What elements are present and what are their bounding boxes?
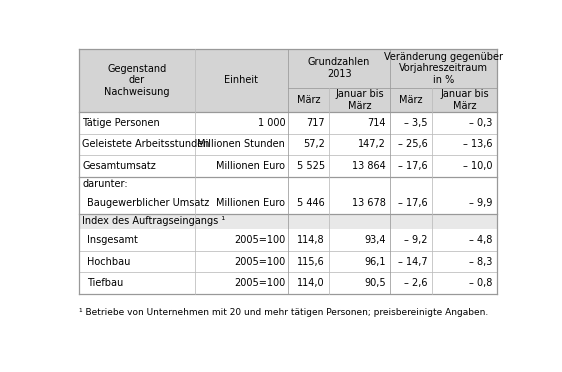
Bar: [79, 229, 497, 251]
Text: 2005=100: 2005=100: [234, 278, 285, 288]
Text: Gegenstand
der
Nachweisung: Gegenstand der Nachweisung: [104, 64, 170, 97]
Bar: [79, 49, 497, 87]
Text: Millionen Euro: Millionen Euro: [216, 198, 285, 208]
Bar: [79, 134, 497, 155]
Text: Veränderung gegenüber
Vorjahreszeitraum
in %: Veränderung gegenüber Vorjahreszeitraum …: [384, 52, 503, 85]
Text: – 17,6: – 17,6: [398, 161, 427, 171]
Text: 96,1: 96,1: [365, 257, 386, 266]
Text: 1 000: 1 000: [257, 118, 285, 128]
Text: Grundzahlen
2013: Grundzahlen 2013: [308, 57, 370, 79]
Text: Index des Auftragseingangs ¹: Index des Auftragseingangs ¹: [82, 217, 225, 227]
Text: – 2,6: – 2,6: [404, 278, 427, 288]
Bar: [79, 112, 497, 134]
Text: – 4,8: – 4,8: [469, 235, 493, 245]
Text: 147,2: 147,2: [358, 139, 386, 149]
Text: – 17,6: – 17,6: [398, 198, 427, 208]
Text: darunter:: darunter:: [82, 179, 128, 189]
Text: Hochbau: Hochbau: [87, 257, 130, 266]
Text: – 0,3: – 0,3: [469, 118, 493, 128]
Text: Gesamtumsatz: Gesamtumsatz: [82, 161, 156, 171]
Text: Millionen Euro: Millionen Euro: [216, 161, 285, 171]
Bar: [79, 251, 497, 272]
Bar: [79, 87, 497, 112]
Text: – 14,7: – 14,7: [398, 257, 427, 266]
Text: 13 678: 13 678: [352, 198, 386, 208]
Text: – 25,6: – 25,6: [397, 139, 427, 149]
Text: – 8,3: – 8,3: [469, 257, 493, 266]
Text: 717: 717: [306, 118, 325, 128]
Text: 90,5: 90,5: [364, 278, 386, 288]
Text: Januar bis
März: Januar bis März: [440, 89, 489, 110]
Text: – 10,0: – 10,0: [463, 161, 493, 171]
Text: März: März: [297, 95, 320, 105]
Text: – 9,9: – 9,9: [469, 198, 493, 208]
Text: ¹ Betriebe von Unternehmen mit 20 und mehr tätigen Personen; preisbereinigte Ang: ¹ Betriebe von Unternehmen mit 20 und me…: [79, 308, 488, 317]
Bar: [79, 272, 497, 294]
Text: 5 525: 5 525: [297, 161, 325, 171]
Text: 57,2: 57,2: [303, 139, 325, 149]
Text: 5 446: 5 446: [297, 198, 325, 208]
Text: – 0,8: – 0,8: [469, 278, 493, 288]
Text: März: März: [399, 95, 423, 105]
Text: 2005=100: 2005=100: [234, 235, 285, 245]
Text: – 9,2: – 9,2: [404, 235, 427, 245]
Text: Tätige Personen: Tätige Personen: [82, 118, 160, 128]
Text: Insgesamt: Insgesamt: [87, 235, 138, 245]
Bar: [79, 155, 497, 177]
Bar: [79, 177, 497, 192]
Text: 13 864: 13 864: [352, 161, 386, 171]
Text: 115,6: 115,6: [297, 257, 325, 266]
Text: 714: 714: [368, 118, 386, 128]
Text: 93,4: 93,4: [365, 235, 386, 245]
Text: – 13,6: – 13,6: [463, 139, 493, 149]
Text: Millionen Stunden: Millionen Stunden: [197, 139, 285, 149]
Text: Einheit: Einheit: [224, 76, 258, 86]
Text: Geleistete Arbeitsstunden: Geleistete Arbeitsstunden: [82, 139, 210, 149]
Text: 2005=100: 2005=100: [234, 257, 285, 266]
Text: – 3,5: – 3,5: [404, 118, 427, 128]
Text: 114,8: 114,8: [297, 235, 325, 245]
Text: 114,0: 114,0: [297, 278, 325, 288]
Text: Tiefbau: Tiefbau: [87, 278, 123, 288]
Bar: [79, 192, 497, 214]
Bar: [79, 214, 497, 229]
Text: Baugewerblicher Umsatz: Baugewerblicher Umsatz: [87, 198, 209, 208]
Text: Januar bis
März: Januar bis März: [336, 89, 384, 110]
